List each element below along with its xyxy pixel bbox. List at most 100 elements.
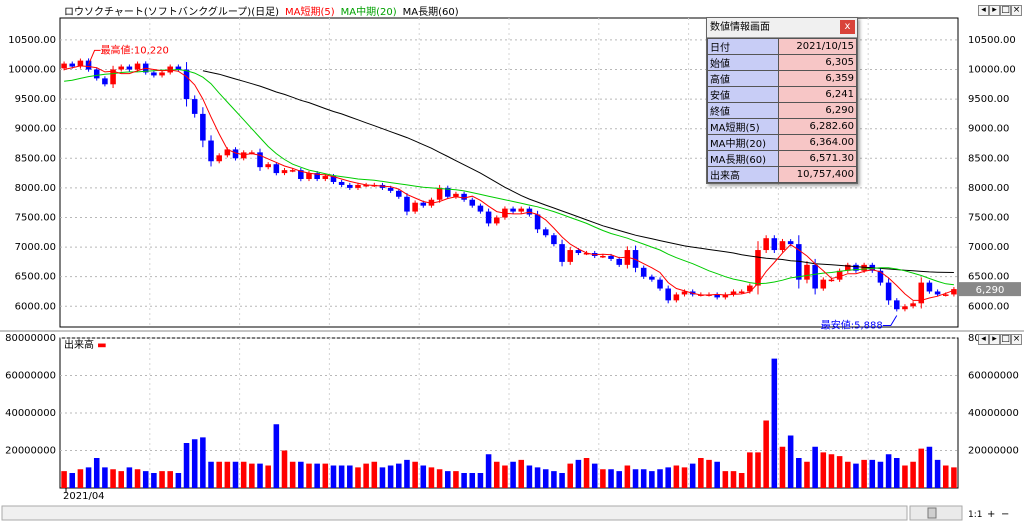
volume-bar bbox=[600, 469, 606, 488]
volume-bar bbox=[942, 465, 949, 488]
volume-bar bbox=[224, 461, 231, 488]
candle-body bbox=[730, 291, 737, 295]
volume-tick-left: 60000000 bbox=[5, 371, 56, 382]
info-value-ma5: 6,282.60 bbox=[778, 118, 857, 135]
table-row: 終値 6,290 bbox=[707, 102, 857, 119]
volume-bar bbox=[624, 465, 631, 488]
info-panel-title: 数値情報画面 bbox=[710, 22, 770, 33]
vol-scroll-left-button[interactable]: ◂ bbox=[978, 334, 989, 345]
info-value-volume: 10,757,400 bbox=[778, 166, 857, 183]
candle-body bbox=[110, 69, 116, 85]
candle-body bbox=[828, 279, 835, 282]
zoom-out-icon: − bbox=[1001, 509, 1009, 520]
volume-bar bbox=[534, 467, 541, 488]
price-tick-left: 10500.00 bbox=[8, 35, 56, 46]
last-price-label: 6,290 bbox=[976, 285, 1005, 296]
candle-body bbox=[175, 66, 182, 70]
volume-bar bbox=[706, 459, 712, 488]
info-label-date: 日付 bbox=[707, 38, 779, 55]
volume-bar bbox=[518, 459, 525, 488]
candle-body bbox=[208, 140, 214, 162]
volume-bar bbox=[665, 467, 671, 488]
volume-bar bbox=[763, 420, 769, 488]
info-value-ma20: 6,364.00 bbox=[778, 134, 857, 151]
candle-body bbox=[69, 63, 76, 67]
candle-body bbox=[681, 291, 688, 295]
volume-bar bbox=[306, 463, 312, 488]
candle-body bbox=[559, 244, 565, 262]
volume-bar bbox=[167, 471, 173, 488]
candle-body bbox=[951, 289, 957, 295]
volume-bar bbox=[747, 452, 753, 488]
price-tick-left: 6500.00 bbox=[15, 272, 56, 283]
volume-bar bbox=[379, 467, 386, 488]
candle-body bbox=[257, 152, 263, 168]
price-tick-right: 10000.00 bbox=[968, 65, 1016, 76]
candle-body bbox=[338, 181, 345, 185]
candle-body bbox=[934, 291, 941, 295]
x-tick-label: 2021/04 bbox=[63, 491, 105, 502]
volume-bar bbox=[640, 469, 647, 488]
candle-body bbox=[575, 250, 582, 254]
candle-body bbox=[200, 113, 206, 141]
table-row: MA長期(60) 6,571.30 bbox=[707, 150, 857, 167]
info-label-high: 高値 bbox=[707, 70, 779, 87]
volume-bar bbox=[347, 465, 353, 488]
candle-body bbox=[804, 264, 810, 280]
scroll-left-button[interactable]: ◂ bbox=[978, 5, 989, 16]
maximize-button[interactable]: □ bbox=[1000, 5, 1011, 16]
vol-close-button[interactable]: × bbox=[1011, 334, 1022, 345]
candle-body bbox=[159, 72, 165, 76]
candle-body bbox=[608, 255, 614, 259]
price-tick-right: 7000.00 bbox=[968, 242, 1009, 253]
vol-scroll-right-button[interactable]: ▸ bbox=[989, 334, 1000, 345]
candle-body bbox=[306, 173, 312, 180]
candle-body bbox=[224, 149, 231, 156]
volume-bar bbox=[175, 473, 182, 488]
info-label-ma20: MA中期(20) bbox=[707, 134, 779, 151]
candle-body bbox=[436, 187, 443, 200]
candle-body bbox=[755, 250, 761, 286]
candle-body bbox=[779, 241, 786, 251]
candle-body bbox=[355, 184, 361, 188]
volume-bar bbox=[314, 463, 320, 488]
volume-bar bbox=[404, 459, 410, 488]
info-label-ma5: MA短期(5) bbox=[707, 118, 779, 135]
volume-bar bbox=[151, 473, 157, 488]
price-tick-left: 10000.00 bbox=[8, 65, 56, 76]
volume-bar bbox=[371, 461, 378, 488]
candle-body bbox=[738, 291, 745, 293]
candle-body bbox=[134, 63, 141, 70]
candle-body bbox=[493, 217, 500, 224]
volume-bar bbox=[85, 467, 92, 488]
candle-body bbox=[61, 63, 67, 69]
volume-bar bbox=[787, 435, 794, 488]
volume-bar bbox=[649, 471, 655, 488]
candle-body bbox=[673, 294, 680, 301]
scroll-right-button[interactable]: ▸ bbox=[989, 5, 1000, 16]
vol-maximize-button[interactable]: □ bbox=[1000, 334, 1011, 345]
close-button[interactable]: x bbox=[840, 20, 855, 34]
volume-bar bbox=[804, 461, 810, 488]
legend-title: ロウソクチャート(ソフトバンクグループ)(日足) bbox=[64, 7, 280, 18]
candle-body bbox=[420, 202, 427, 206]
candle-body bbox=[542, 229, 549, 236]
volume-bar bbox=[265, 465, 271, 488]
table-row: 安値 6,241 bbox=[707, 86, 857, 103]
info-panel[interactable]: 数値情報画面 x 日付 2021/10/15 始値 6,305 高値 6,359 安値… bbox=[706, 17, 858, 184]
volume-bar bbox=[461, 473, 467, 488]
volume-bar bbox=[322, 463, 329, 488]
volume-bar bbox=[673, 465, 680, 488]
close-pane-button[interactable]: × bbox=[1011, 5, 1022, 16]
candle-body bbox=[714, 294, 720, 298]
candle-body bbox=[632, 250, 639, 268]
ma5-line bbox=[63, 65, 955, 301]
volume-bar bbox=[714, 461, 720, 488]
price-tick-right: 9500.00 bbox=[968, 94, 1009, 105]
info-panel-header[interactable]: 数値情報画面 x bbox=[707, 18, 857, 38]
candle-body bbox=[510, 208, 516, 212]
candle-body bbox=[747, 285, 753, 292]
candle-body bbox=[665, 288, 671, 301]
volume-bar bbox=[893, 458, 900, 488]
